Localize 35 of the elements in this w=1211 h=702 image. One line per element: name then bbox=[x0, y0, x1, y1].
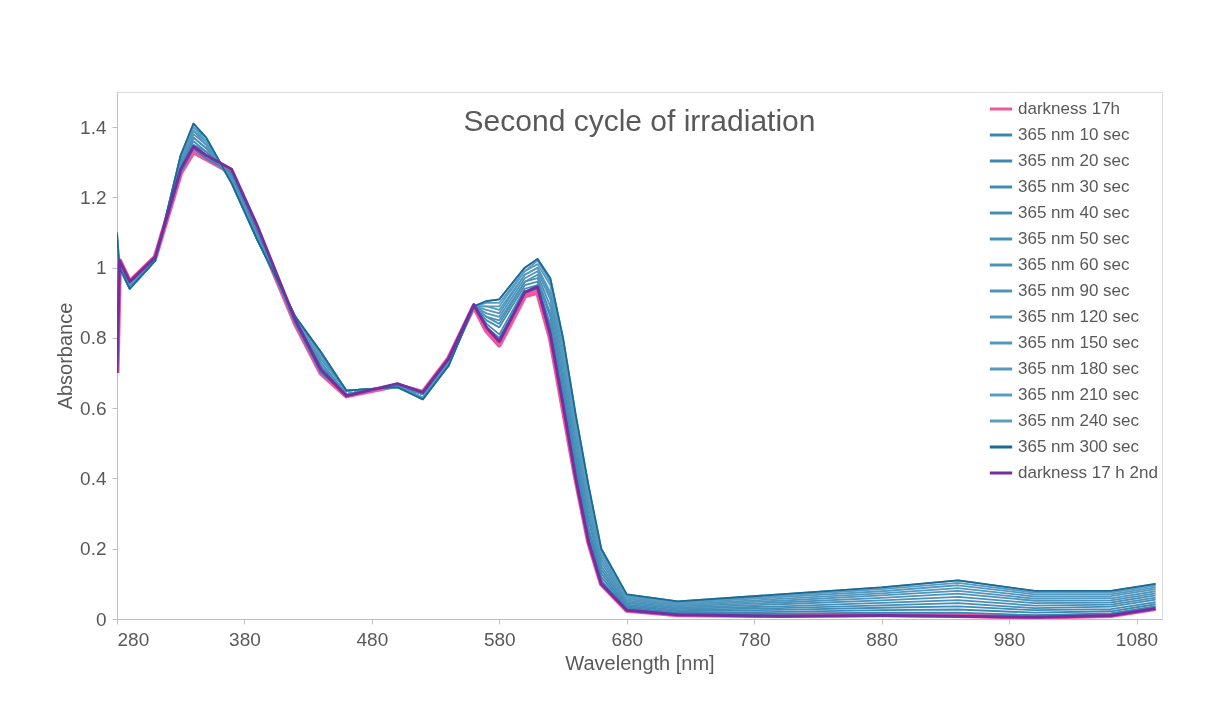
y-tick-label: 1.2 bbox=[80, 186, 107, 208]
x-tick-label: 680 bbox=[611, 628, 644, 650]
x-tick-label: 480 bbox=[356, 628, 389, 650]
y-tick-label: 0.6 bbox=[80, 397, 107, 419]
y-tick-label: 0 bbox=[95, 608, 107, 630]
legend-label: 365 nm 90 sec bbox=[1018, 281, 1131, 300]
legend-label: 365 nm 210 sec bbox=[1018, 385, 1140, 404]
legend-label: 365 nm 300 sec bbox=[1018, 437, 1140, 456]
legend-label: 365 nm 240 sec bbox=[1018, 411, 1140, 430]
legend-label: 365 nm 150 sec bbox=[1018, 333, 1140, 352]
y-tick-label: 1.4 bbox=[80, 116, 107, 138]
legend-label: darkness 17h bbox=[1018, 99, 1121, 118]
legend-label: 365 nm 10 sec bbox=[1018, 125, 1131, 144]
legend-label: 365 nm 50 sec bbox=[1018, 229, 1131, 248]
legend-label: 365 nm 60 sec bbox=[1018, 255, 1131, 274]
y-tick-label: 0.8 bbox=[80, 327, 107, 349]
x-tick-label: 380 bbox=[229, 628, 261, 650]
x-tick-label: 1080 bbox=[1115, 628, 1159, 650]
legend-label: 365 nm 20 sec bbox=[1018, 151, 1131, 170]
y-tick-label: 0.4 bbox=[80, 467, 107, 489]
x-tick-label: 780 bbox=[738, 628, 771, 650]
x-axis-title: Wavelength [nm] bbox=[565, 651, 715, 674]
y-tick-label: 0.2 bbox=[80, 538, 107, 560]
legend-label: 365 nm 40 sec bbox=[1018, 203, 1131, 222]
x-tick-label: 980 bbox=[993, 628, 1026, 650]
x-tick-label: 880 bbox=[866, 628, 898, 650]
legend-label: 365 nm 180 sec bbox=[1018, 359, 1140, 378]
y-tick-label: 1 bbox=[95, 257, 107, 279]
y-axis-title: Absorbance bbox=[54, 302, 77, 410]
chart-title: Second cycle of irradiation bbox=[463, 104, 816, 137]
x-tick-label: 580 bbox=[483, 628, 516, 650]
legend-label: 365 nm 30 sec bbox=[1018, 177, 1131, 196]
legend-label: darkness 17 h 2nd bbox=[1018, 463, 1158, 482]
x-tick-label: 280 bbox=[117, 628, 150, 650]
legend-label: 365 nm 120 sec bbox=[1018, 307, 1140, 326]
